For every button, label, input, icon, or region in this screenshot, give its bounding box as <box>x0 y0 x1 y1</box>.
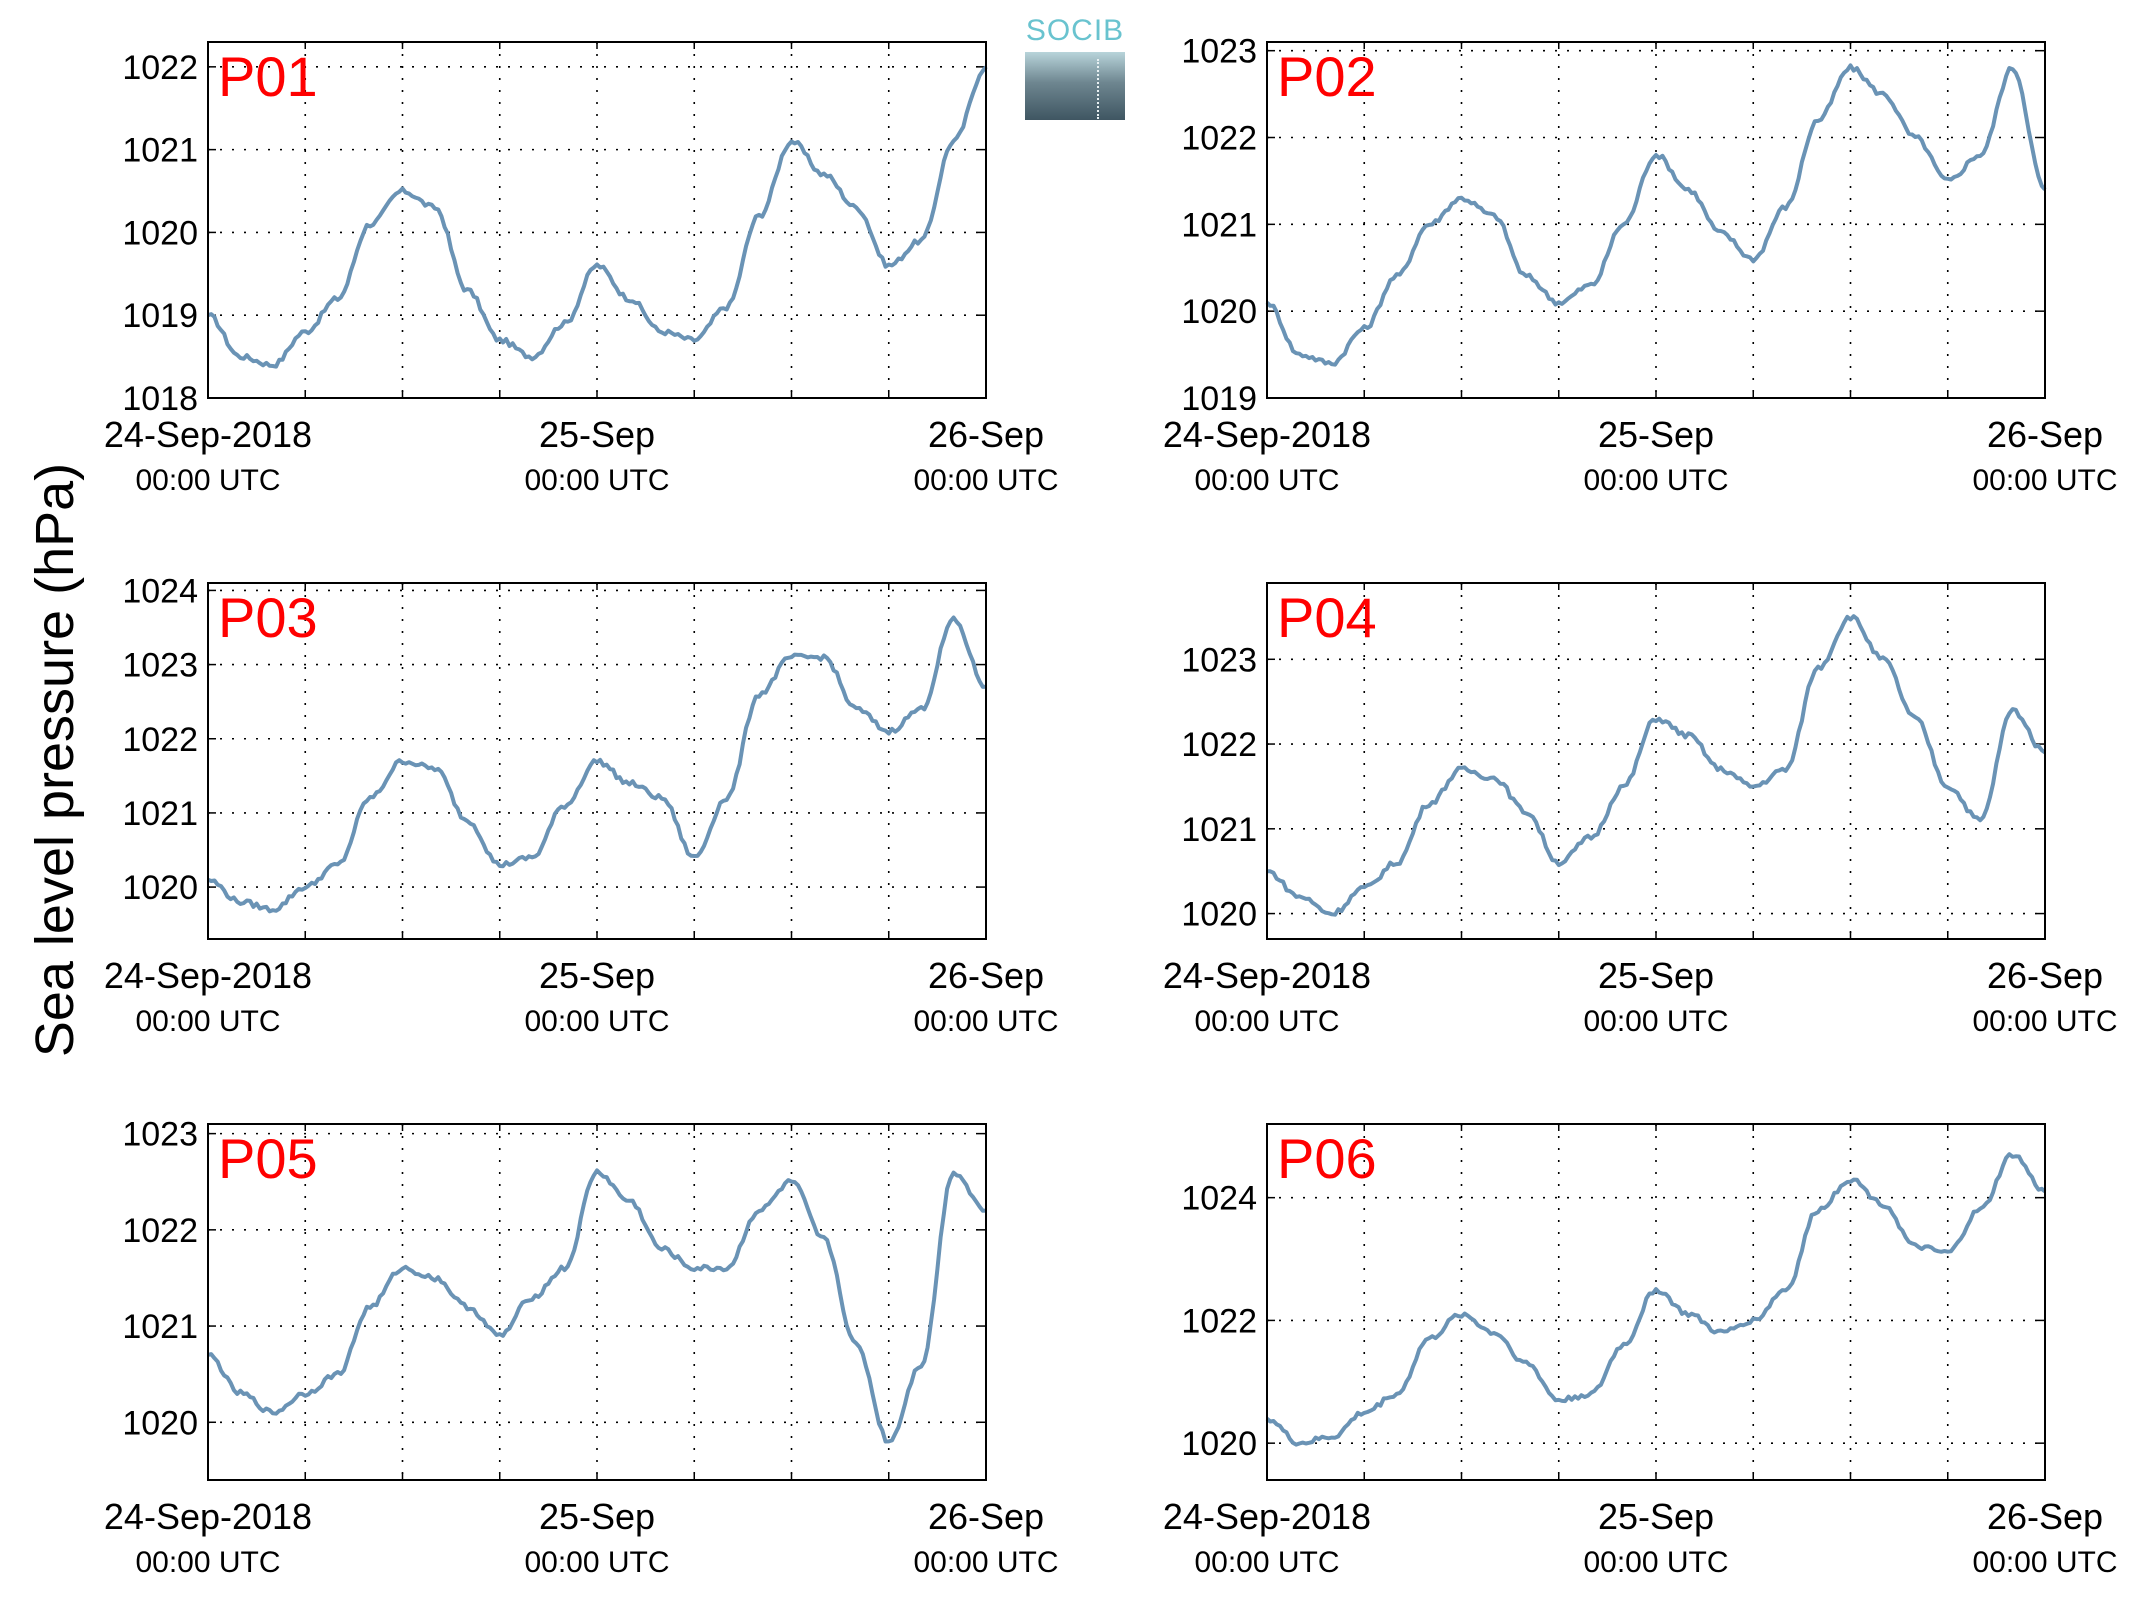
series-line <box>207 65 988 369</box>
y-tick-label: 1023 <box>122 1116 198 1154</box>
x-tick-label-date: 24-Sep-2018 <box>1163 955 1371 996</box>
axes-frame <box>1266 1123 2046 1481</box>
y-tick-label: 1018 <box>122 380 198 418</box>
panel-label: P05 <box>218 1127 318 1190</box>
x-tick-label-time: 00:00 UTC <box>524 1005 669 1038</box>
y-tick-label: 1022 <box>122 721 198 759</box>
axes-frame <box>207 1123 987 1481</box>
x-tick-label-time: 00:00 UTC <box>1583 1005 1728 1038</box>
logo-text: SOCIB <box>1025 14 1125 47</box>
y-tick-label: 1024 <box>122 572 198 610</box>
x-tick-label-time: 00:00 UTC <box>524 1546 669 1579</box>
x-tick-label-date: 25-Sep <box>1598 955 1714 996</box>
x-tick-label-date: 25-Sep <box>539 955 655 996</box>
panel-label: P03 <box>218 586 318 649</box>
axes-frame <box>1266 582 2046 940</box>
x-tick-label-time: 00:00 UTC <box>135 1546 280 1579</box>
logo-box <box>1025 52 1125 120</box>
series-line <box>1265 63 2047 367</box>
y-tick-label: 1024 <box>1181 1180 1257 1218</box>
x-tick-label-date: 24-Sep-2018 <box>1163 414 1371 455</box>
socib-logo: SOCIB <box>1025 14 1125 120</box>
y-tick-label: 1020 <box>1181 1425 1257 1463</box>
axes-frame <box>207 41 987 399</box>
y-tick-label: 1020 <box>122 214 198 252</box>
panel-label: P01 <box>218 45 318 108</box>
y-tick-label: 1023 <box>1181 33 1257 71</box>
panel-p04: 1020 1021 1022 1023 P04 24-Sep-2018 00:00 UTC 2… <box>1163 582 2118 1038</box>
x-tick-label-time: 00:00 UTC <box>1194 1546 1339 1579</box>
x-tick-label-date: 26-Sep <box>928 1496 1044 1537</box>
series-line <box>1266 614 2047 917</box>
panel-p06: 1020 1022 1024 P06 24-Sep-2018 00:00 UTC 25-Se… <box>1163 1123 2118 1579</box>
y-tick-label: 1021 <box>122 1308 198 1346</box>
y-tick-label: 1023 <box>122 647 198 685</box>
plot-area <box>208 42 986 398</box>
y-tick-label: 1021 <box>122 132 198 170</box>
x-tick-label-date: 25-Sep <box>1598 414 1714 455</box>
y-tick-label: 1023 <box>1181 641 1257 679</box>
x-tick-label-time: 00:00 UTC <box>913 1546 1058 1579</box>
y-tick-label: 1022 <box>1181 120 1257 158</box>
y-tick-label: 1020 <box>122 1404 198 1442</box>
axes-frame <box>207 582 987 940</box>
x-tick-label-date: 26-Sep <box>928 955 1044 996</box>
x-tick-label-date: 24-Sep-2018 <box>1163 1496 1371 1537</box>
logo-dots <box>1097 59 1101 119</box>
x-tick-label-time: 00:00 UTC <box>524 464 669 497</box>
x-tick-label-time: 00:00 UTC <box>135 464 280 497</box>
x-tick-label-date: 26-Sep <box>928 414 1044 455</box>
panel-label: P02 <box>1277 45 1377 108</box>
y-tick-label: 1020 <box>1181 293 1257 331</box>
x-tick-label-date: 24-Sep-2018 <box>104 414 312 455</box>
axes-frame <box>1266 41 2046 399</box>
y-tick-label: 1022 <box>122 1212 198 1250</box>
x-tick-label-time: 00:00 UTC <box>1972 1005 2117 1038</box>
y-tick-label: 1020 <box>122 869 198 907</box>
plot-area <box>1267 583 2045 939</box>
x-tick-label-date: 25-Sep <box>539 414 655 455</box>
panel-p01: 1018 1019 1020 1021 1022 P01 24-Sep-2018 00:00 … <box>104 41 1059 497</box>
series-line <box>1265 1152 2047 1447</box>
y-tick-label: 1021 <box>1181 811 1257 849</box>
x-tick-label-date: 24-Sep-2018 <box>104 1496 312 1537</box>
x-tick-label-date: 24-Sep-2018 <box>104 955 312 996</box>
x-tick-label-date: 25-Sep <box>539 1496 655 1537</box>
plot-area <box>1267 42 2045 398</box>
x-tick-label-date: 26-Sep <box>1987 955 2103 996</box>
x-tick-label-time: 00:00 UTC <box>1972 1546 2117 1579</box>
plot-area <box>1267 1124 2045 1480</box>
x-tick-label-time: 00:00 UTC <box>913 1005 1058 1038</box>
panel-p03: 1020 1021 1022 1023 1024 P03 24-Sep-2018 00:00 … <box>104 572 1059 1038</box>
x-tick-label-date: 26-Sep <box>1987 414 2103 455</box>
x-tick-label-date: 26-Sep <box>1987 1496 2103 1537</box>
y-tick-label: 1020 <box>1181 896 1257 934</box>
series-line <box>207 615 987 914</box>
x-tick-label-time: 00:00 UTC <box>1583 464 1728 497</box>
panel-p05: 1020 1021 1022 1023 P05 24-Sep-2018 00:00 UTC 2… <box>104 1116 1059 1579</box>
y-tick-label: 1021 <box>122 795 198 833</box>
x-tick-label-time: 00:00 UTC <box>1583 1546 1728 1579</box>
y-tick-label: 1021 <box>1181 206 1257 244</box>
y-tick-label: 1022 <box>1181 1302 1257 1340</box>
panel-p02: 1019 1020 1021 1022 1023 P02 24-Sep-2018 00:00 … <box>1163 33 2118 497</box>
y-tick-label: 1022 <box>1181 726 1257 764</box>
x-tick-label-date: 25-Sep <box>1598 1496 1714 1537</box>
y-tick-label: 1022 <box>122 49 198 87</box>
panel-label: P06 <box>1277 1127 1377 1190</box>
x-tick-label-time: 00:00 UTC <box>1194 1005 1339 1038</box>
x-tick-label-time: 00:00 UTC <box>135 1005 280 1038</box>
plot-area <box>208 1124 986 1480</box>
x-tick-label-time: 00:00 UTC <box>1194 464 1339 497</box>
y-tick-label: 1019 <box>1181 380 1257 418</box>
panel-label: P04 <box>1277 586 1377 649</box>
y-tick-label: 1019 <box>122 297 198 335</box>
x-tick-label-time: 00:00 UTC <box>913 464 1058 497</box>
series-line <box>207 1168 987 1444</box>
x-tick-label-time: 00:00 UTC <box>1972 464 2117 497</box>
